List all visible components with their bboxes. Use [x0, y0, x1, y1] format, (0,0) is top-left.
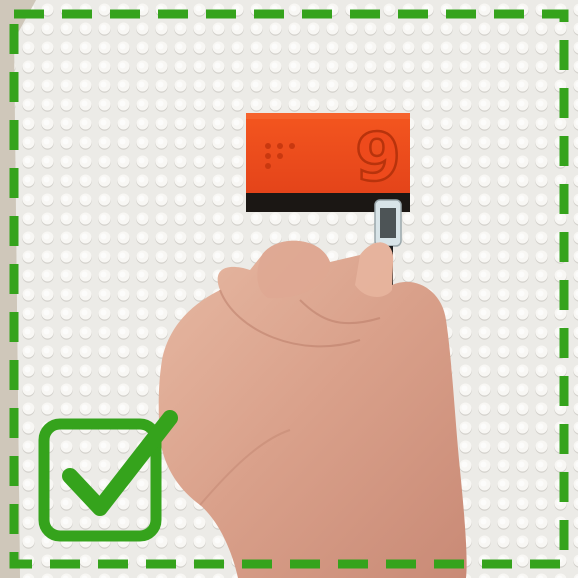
table-edge	[0, 0, 36, 578]
braille-dots	[265, 143, 295, 169]
dashed-border-frame	[9, 9, 569, 569]
orange-brick: 9	[246, 113, 410, 212]
hand	[158, 240, 467, 578]
checkbox-checked-icon	[38, 410, 178, 542]
brick-digit: 9	[355, 119, 401, 196]
brick-base	[246, 192, 410, 212]
brick-top	[246, 113, 410, 193]
